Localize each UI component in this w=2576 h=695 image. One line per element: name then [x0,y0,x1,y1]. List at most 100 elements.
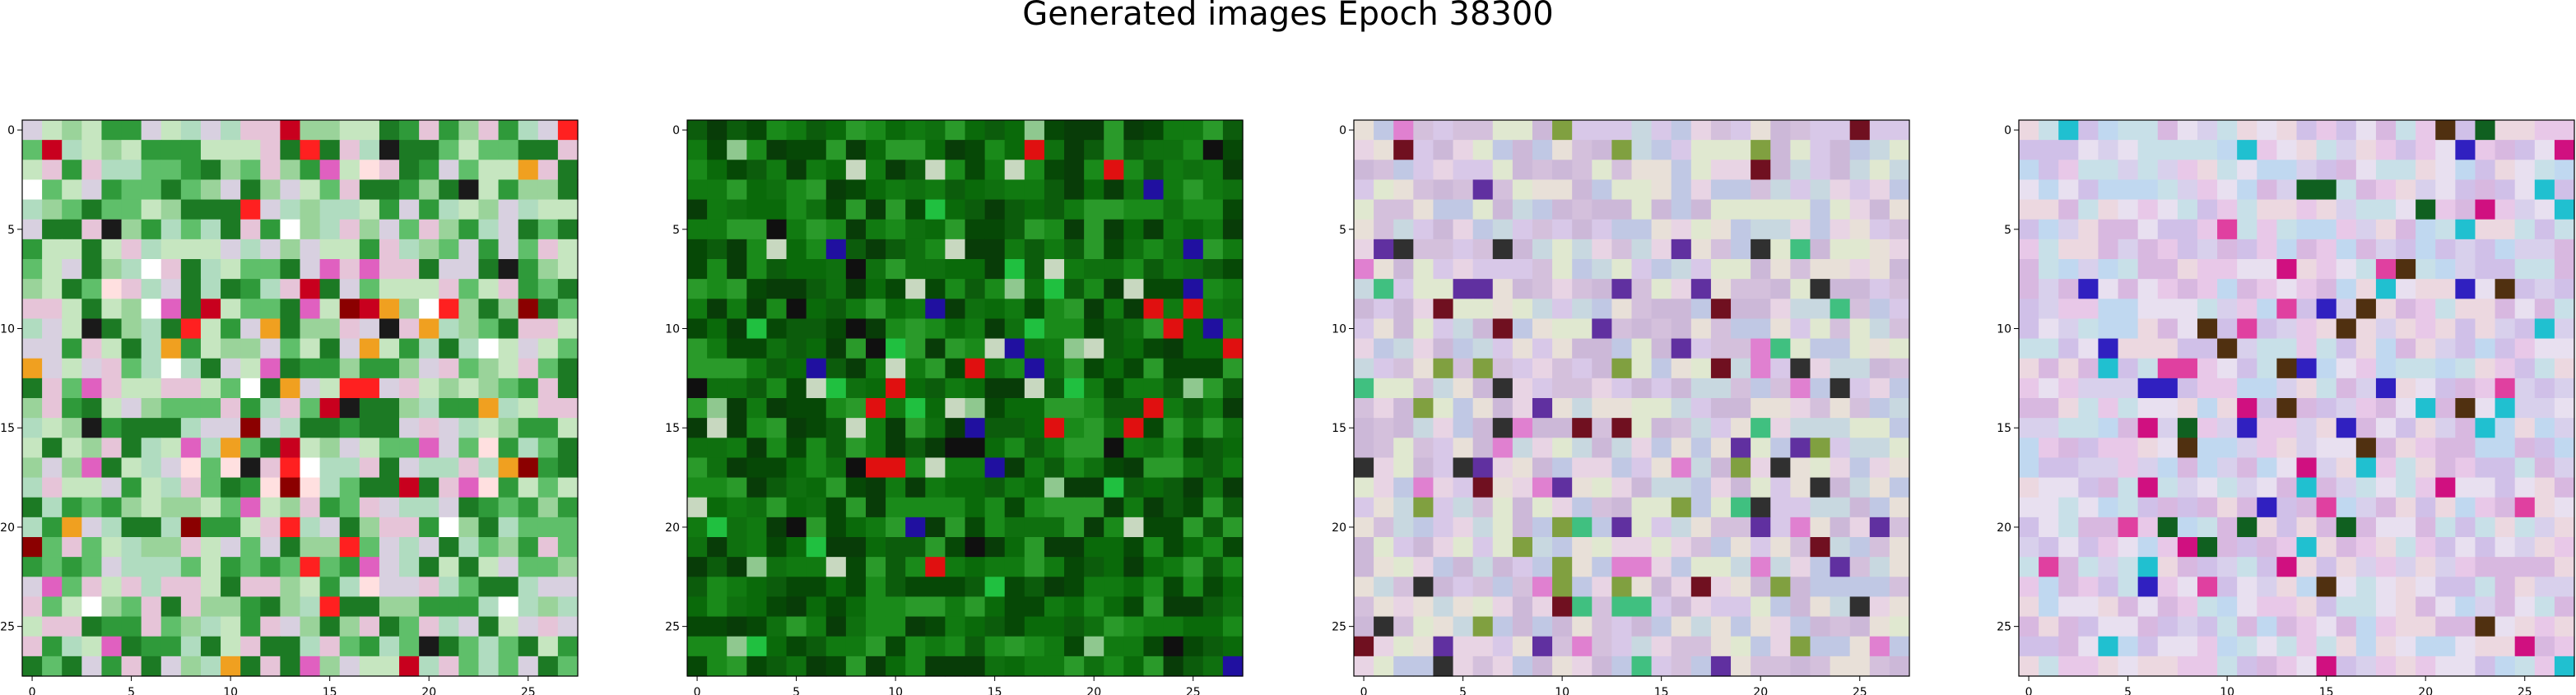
pixel [865,577,886,598]
pixel [1869,160,1890,181]
pixel [240,557,261,577]
pixel [1123,497,1145,518]
y-tick-label: 25 [1997,621,2011,634]
pixel [458,318,480,340]
pixel [1532,318,1553,340]
pixel [2534,616,2555,637]
pixel [478,418,500,438]
pixel [300,517,321,538]
pixel [2157,120,2178,141]
pixel [845,199,867,220]
pixel [1393,140,1414,160]
pixel [1731,398,1751,419]
pixel [200,557,221,577]
pixel [1631,378,1653,399]
pixel [1222,140,1244,160]
pixel [1044,179,1065,201]
pixel [984,517,1006,538]
pixel [845,418,867,438]
pixel [419,557,439,577]
pixel [845,140,867,160]
pixel [1044,477,1065,498]
pixel [1183,616,1204,637]
pixel [1889,239,1910,260]
pixel [42,418,63,438]
pixel [1024,557,1045,577]
pixel [845,596,867,618]
pixel [1611,557,1633,577]
pixel [2019,497,2039,518]
pixel [707,616,728,637]
pixel [2058,259,2079,280]
pixel [2197,299,2218,320]
pixel [1731,179,1751,201]
pixel [498,259,519,280]
pixel [1024,636,1045,657]
pixel [1163,577,1184,598]
pixel [905,279,926,299]
pixel [1433,318,1454,340]
pixel [1143,656,1165,677]
pixel [1751,299,1771,320]
pixel [1751,557,1771,577]
pixel [1532,140,1553,160]
pixel [557,477,579,498]
pixel [557,497,579,518]
pixel [1492,477,1514,498]
pixel [1889,299,1910,320]
pixel [1631,457,1653,479]
pixel [557,199,579,220]
pixel [2257,338,2277,359]
pixel [1611,577,1633,598]
pixel [1472,537,1494,558]
pixel [2237,477,2257,498]
pixel [1044,457,1065,479]
pixel [2514,160,2536,181]
pixel [1413,378,1434,399]
pixel [22,616,43,637]
pixel [1202,140,1224,160]
pixel [2336,477,2357,498]
pixel [2118,656,2139,677]
pixel [1413,358,1434,379]
pixel [1651,596,1672,618]
pixel [2554,497,2575,518]
pixel [200,160,221,181]
pixel [965,398,986,419]
pixel [458,418,480,438]
pixel [280,279,301,299]
pixel [1143,577,1165,598]
pixel [1849,219,1871,240]
pixel [2276,338,2298,359]
pixel [339,179,360,201]
pixel [2137,497,2159,518]
pixel [865,457,886,479]
pixel [2396,457,2416,479]
pixel [498,378,519,399]
pixel [886,457,906,479]
pixel [965,179,986,201]
pixel [1572,477,1593,498]
pixel [2416,120,2436,141]
pixel [399,358,420,379]
pixel [2039,299,2059,320]
pixel [2257,497,2277,518]
pixel [1751,160,1771,181]
pixel [825,338,847,359]
pixel [458,338,480,359]
pixel [845,239,867,260]
pixel [1064,477,1085,498]
pixel [1611,279,1633,299]
x-tick-label: 5 [128,686,135,695]
pixel [1572,338,1593,359]
pixel [2495,398,2516,419]
pixel [1024,338,1045,359]
pixel [101,219,123,240]
pixel [62,557,82,577]
pixel [1123,160,1145,181]
pixel [1163,438,1184,459]
pixel [1830,438,1851,459]
pixel [180,299,202,320]
pixel [101,358,123,379]
